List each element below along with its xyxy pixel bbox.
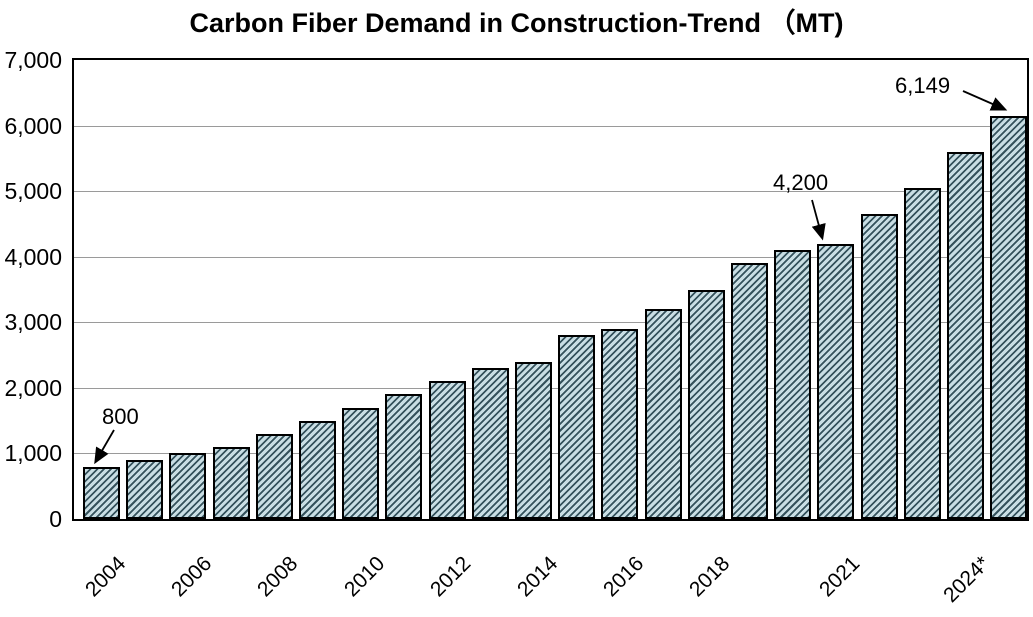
gridline-5000 — [74, 191, 1027, 193]
bar-2011 — [385, 394, 423, 519]
bar-2021 — [817, 243, 855, 519]
gridline-4000 — [74, 256, 1027, 258]
y-tick-label-6000: 6,000 — [4, 112, 62, 139]
bar-2017 — [644, 309, 682, 519]
bar-2019 — [731, 263, 768, 519]
x-tick-label-2004: 2004 — [80, 552, 130, 602]
bar-2005 — [126, 460, 164, 519]
annotation-label-800: 800 — [102, 404, 139, 429]
x-tick-label-2024star: 2024* — [938, 552, 994, 608]
y-tick-label-3000: 3,000 — [4, 309, 62, 336]
x-tick-label-2006: 2006 — [166, 552, 217, 602]
x-tick-label-2014: 2014 — [512, 552, 562, 602]
bar-2013 — [471, 368, 509, 519]
bar-2020 — [774, 250, 812, 519]
y-tick-label-5000: 5,000 — [4, 178, 62, 205]
y-tick-label-4000: 4,000 — [4, 243, 62, 270]
x-tick-label-2016: 2016 — [598, 552, 649, 602]
x-tick-label-2021: 2021 — [814, 552, 865, 602]
bar-2014 — [515, 361, 552, 519]
gridline-6000 — [74, 125, 1027, 127]
x-tick-label-2008: 2008 — [253, 552, 303, 602]
bar-2018 — [687, 289, 725, 519]
bar-2015 — [558, 335, 596, 519]
bar-2007 — [212, 446, 250, 519]
bar-2025 — [990, 115, 1028, 519]
bar-2022 — [860, 214, 898, 519]
gridline-3000 — [74, 322, 1027, 324]
bar-2024 — [947, 151, 984, 519]
bar-2004 — [83, 466, 120, 519]
annotation-label-4200: 4,200 — [773, 170, 829, 195]
bar-2012 — [428, 381, 466, 519]
x-tick-label-2010: 2010 — [339, 552, 389, 602]
bar-2009 — [299, 420, 336, 519]
y-tick-label-0: 0 — [49, 506, 62, 532]
y-tick-label-7000: 7,000 — [4, 47, 62, 73]
bar-2010 — [342, 407, 380, 519]
bar-2006 — [169, 453, 207, 519]
y-tick-label-2000: 2,000 — [4, 374, 62, 401]
bar-2023 — [903, 187, 941, 519]
bar-2016 — [601, 328, 639, 519]
x-tick-label-2018: 2018 — [685, 552, 735, 602]
bar-2008 — [255, 433, 293, 519]
annotation-label-6149: 6,149 — [895, 73, 951, 98]
chart-title: Carbon Fiber Demand in Construction-Tren… — [189, 8, 844, 38]
y-tick-label-1000: 1,000 — [4, 440, 62, 467]
plot-area — [72, 58, 1029, 521]
x-tick-label-2012: 2012 — [426, 552, 476, 602]
